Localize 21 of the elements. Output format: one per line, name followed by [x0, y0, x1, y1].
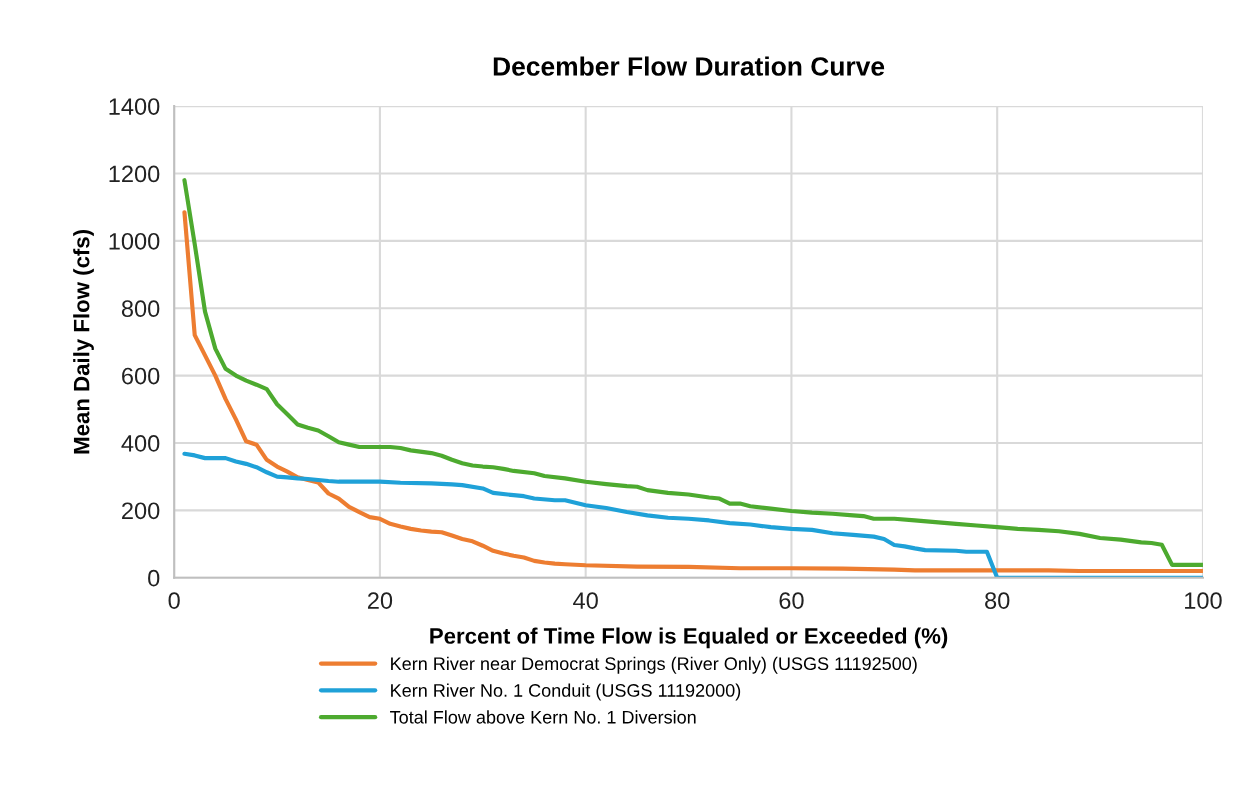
y-tick-label: 1400 — [109, 98, 160, 115]
line-series — [182, 451, 1203, 578]
x-tick-label: 40 — [573, 592, 598, 609]
x-tick-label: 80 — [985, 592, 1010, 609]
x-tick-label: 0 — [168, 592, 180, 609]
y-axis-title: Mean Daily Flow (cfs) — [73, 230, 94, 454]
x-tick-label: 100 — [1185, 592, 1222, 609]
chart-title: December Flow Duration Curve — [493, 56, 885, 76]
x-tick-label: 60 — [779, 592, 804, 609]
x-axis-title: Percent of Time Flow is Equaled or Exceeded (%) — [430, 627, 948, 649]
x-tick-label: 20 — [367, 592, 393, 609]
legend-label: Total Flow above Kern No. 1 Diversion — [390, 710, 696, 724]
y-tick-label: 400 — [121, 435, 160, 452]
y-tick-label: 1000 — [109, 232, 160, 250]
y-tick-label: 600 — [122, 367, 160, 385]
y-tick-label: 1200 — [109, 165, 160, 183]
y-tick-label: 200 — [122, 502, 160, 520]
y-tick-label: 0 — [148, 569, 160, 587]
y-tick-label: 800 — [121, 300, 160, 318]
legend-label: Kern River near Democrat Springs (River Only) (USGS 11192500) — [391, 656, 917, 674]
legend-label: Kern River No. 1 Conduit (USGS 11192000) — [391, 683, 741, 701]
